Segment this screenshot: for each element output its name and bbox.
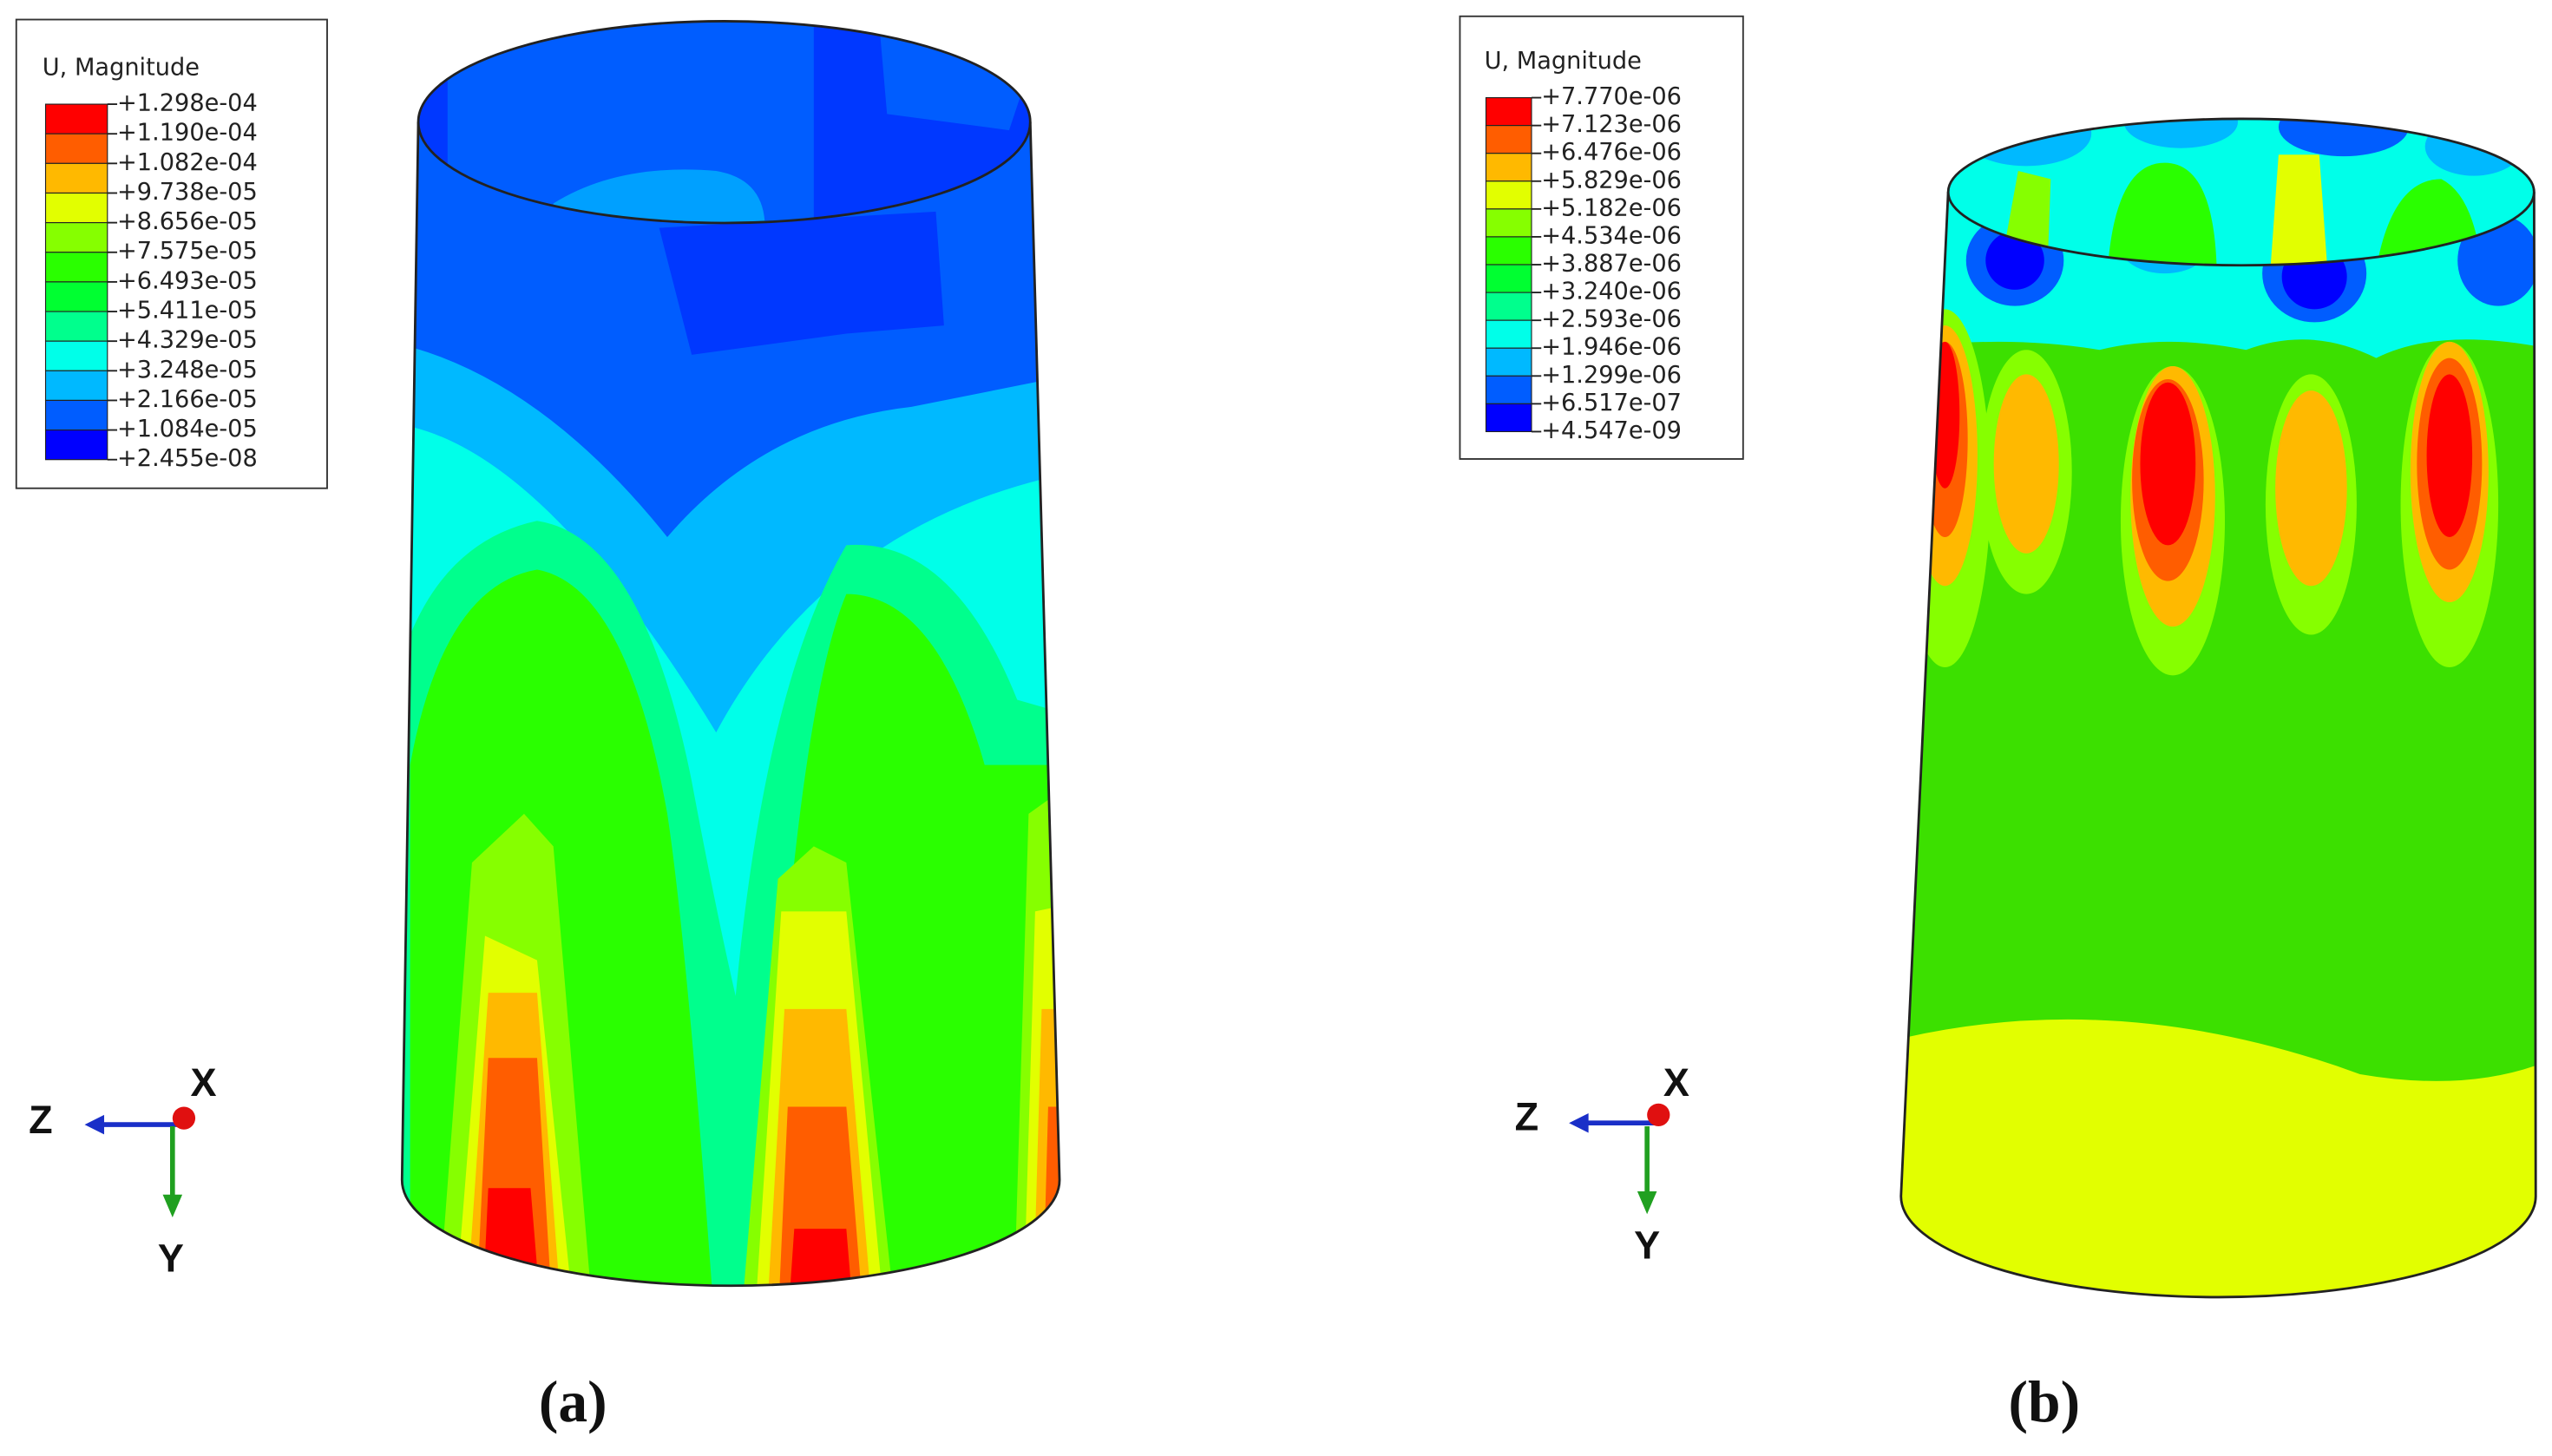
legend-swatch xyxy=(1485,97,1532,127)
legend-label: +5.829e-06 xyxy=(1541,167,1682,193)
legend-label: +9.738e-05 xyxy=(117,179,258,206)
legend-swatch xyxy=(44,311,108,342)
legend-swatch xyxy=(44,162,108,194)
legend-swatch xyxy=(1485,292,1532,321)
legend-label: +5.411e-05 xyxy=(117,298,258,325)
cylinder-b-interior xyxy=(1948,118,2535,266)
legend-label: +3.887e-06 xyxy=(1541,251,1682,278)
legend-swatch xyxy=(44,340,108,371)
legend-swatch xyxy=(1485,375,1532,404)
legend-label: +7.123e-06 xyxy=(1541,111,1682,138)
legend-label: +7.770e-06 xyxy=(1541,83,1682,110)
legend-swatch xyxy=(1485,403,1532,433)
legend-label: +2.593e-06 xyxy=(1541,306,1682,333)
legend-label: +1.299e-06 xyxy=(1541,362,1682,389)
legend-label: +6.517e-07 xyxy=(1541,390,1682,416)
legend-swatch xyxy=(1485,125,1532,154)
legend-title: U, Magnitude xyxy=(1485,48,1642,75)
legend-label: +3.240e-06 xyxy=(1541,279,1682,305)
axis-label: X xyxy=(1663,1060,1689,1105)
legend-swatch xyxy=(1485,153,1532,182)
legend-swatch xyxy=(44,133,108,164)
legend-label: +4.547e-09 xyxy=(1541,417,1682,444)
legend-swatch xyxy=(1485,264,1532,293)
axis-label: Z xyxy=(29,1098,53,1142)
legend-swatch xyxy=(44,370,108,401)
legend-label: +1.190e-04 xyxy=(117,120,258,147)
legend-swatch xyxy=(1485,347,1532,377)
cylinder-b-body xyxy=(1900,192,2536,1297)
legend-swatch xyxy=(44,192,108,224)
legend-label: +6.493e-05 xyxy=(117,267,258,294)
cylinder-a xyxy=(400,20,1061,1288)
legend-swatch xyxy=(1485,208,1532,238)
legend-label: +1.946e-06 xyxy=(1541,334,1682,361)
legend-label: +4.329e-05 xyxy=(117,327,258,354)
legend-swatch xyxy=(44,399,108,431)
axis-label: Z xyxy=(1515,1094,1539,1138)
cylinder-b xyxy=(1899,117,2537,1299)
legend-label: +4.534e-06 xyxy=(1541,222,1682,249)
axis-label: Y xyxy=(158,1236,184,1281)
legend-label: +3.248e-05 xyxy=(117,357,258,384)
legend-swatch xyxy=(44,281,108,312)
legend-label: +1.298e-04 xyxy=(117,90,258,117)
caption: (b) xyxy=(2009,1369,2081,1434)
legend-swatch xyxy=(1485,236,1532,266)
legend-label: +5.182e-06 xyxy=(1541,194,1682,221)
legend-label: +1.084e-05 xyxy=(117,416,258,443)
caption: (a) xyxy=(539,1369,607,1434)
cylinder-a-body xyxy=(402,121,1060,1286)
legend-swatch xyxy=(44,252,108,283)
legend-swatch xyxy=(1485,319,1532,349)
legend-swatch xyxy=(44,222,108,253)
triad-b xyxy=(1569,1103,1670,1215)
axis-label: Y xyxy=(1634,1223,1660,1268)
legend-label: +1.082e-04 xyxy=(117,149,258,176)
axis-label: X xyxy=(190,1060,216,1105)
legend-label: +6.476e-06 xyxy=(1541,139,1682,166)
legend-swatch xyxy=(44,103,108,134)
legend-label: +2.166e-05 xyxy=(117,386,258,413)
legend-label: +7.575e-05 xyxy=(117,238,258,265)
legend-swatch xyxy=(1485,180,1532,210)
legend-title: U, Magnitude xyxy=(43,54,200,81)
legend-swatch xyxy=(44,430,108,461)
legend-label: +2.455e-08 xyxy=(117,445,258,472)
legend-label: +8.656e-05 xyxy=(117,208,258,235)
triad-a xyxy=(84,1106,196,1218)
